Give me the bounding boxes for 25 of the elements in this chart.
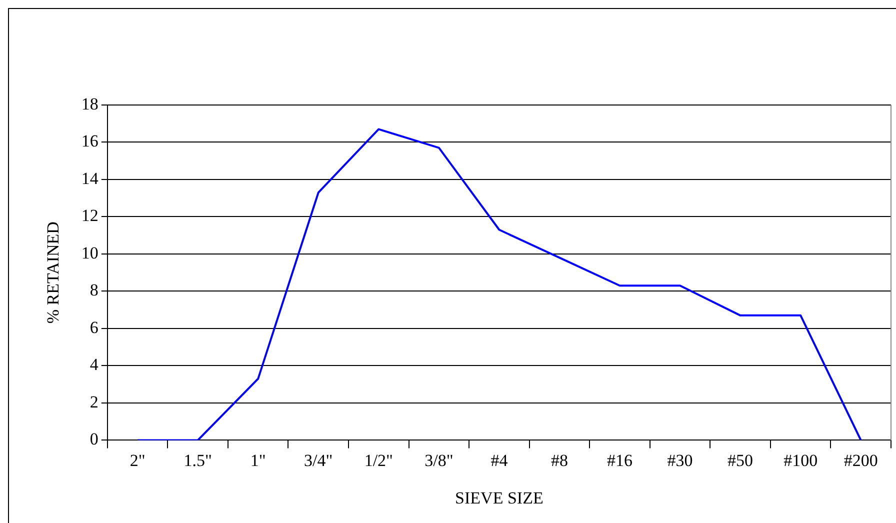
x-tick-label: #100 — [784, 450, 818, 470]
x-tick-label: 2" — [130, 450, 146, 470]
x-tick-label: #50 — [728, 450, 754, 470]
x-tick-label: #30 — [667, 450, 693, 470]
x-tick-label: #8 — [550, 450, 568, 470]
y-tick-label: 6 — [90, 318, 98, 337]
y-tick-label: 0 — [90, 430, 98, 449]
y-tick-label: 8 — [90, 280, 98, 300]
y-axis-title: % RETAINED — [44, 222, 63, 324]
x-tick-label: #16 — [607, 450, 633, 470]
x-tick-label: #200 — [844, 450, 878, 470]
x-tick-label: #4 — [490, 450, 508, 470]
y-tick-label: 16 — [81, 132, 98, 151]
y-tick-label: 14 — [81, 168, 99, 188]
y-tick-label: 2 — [90, 392, 98, 412]
x-axis-title: SIEVE SIZE — [455, 488, 544, 508]
y-tick-label: 12 — [81, 206, 98, 226]
x-tick-label: 1.5" — [184, 450, 212, 470]
y-tick-label: 10 — [81, 243, 98, 262]
y-tick-label: 4 — [90, 355, 99, 374]
x-tick-label: 1/2" — [364, 450, 393, 470]
x-tick-label: 3/8" — [424, 450, 454, 470]
x-tick-label: 3/4" — [304, 450, 333, 470]
y-tick-label: 18 — [81, 94, 98, 114]
x-tick-label: 1" — [250, 450, 266, 470]
